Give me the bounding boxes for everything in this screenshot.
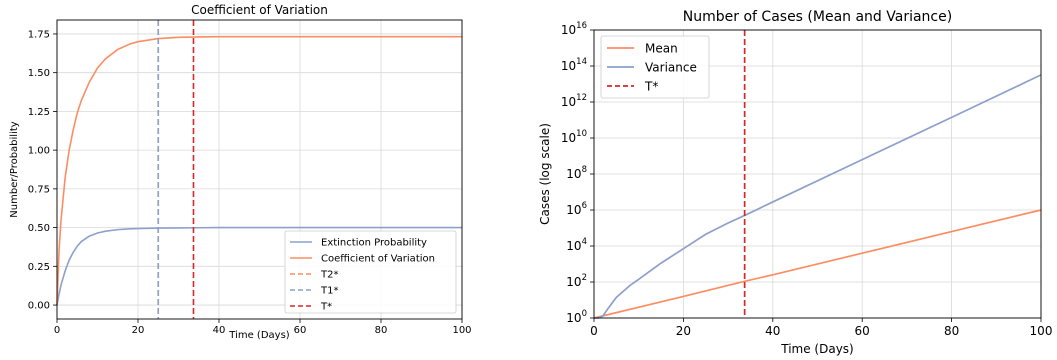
y-tick-label: 1.50	[28, 68, 50, 79]
y-tick-label: 1016	[561, 21, 587, 37]
y-tick-label: 1.00	[28, 146, 50, 157]
y-axis-label: Number/Probability	[9, 121, 20, 217]
chart-title: Number of Cases (Mean and Variance)	[683, 9, 952, 25]
x-tick-label: 60	[855, 324, 870, 338]
y-tick-label: 102	[566, 273, 587, 289]
y-tick-label: 104	[566, 237, 587, 253]
series-line-variance	[594, 74, 1042, 319]
y-tick-label: 106	[566, 201, 587, 217]
x-tick-label: 100	[1030, 324, 1053, 338]
x-tick-label: 80	[375, 325, 388, 336]
legend-label-extinction-probability: Extinction Probability	[321, 238, 427, 249]
x-tick-label: 100	[452, 325, 471, 336]
series-line-coefficient-of-variation	[56, 35, 462, 306]
cases-log-chart: 0 20 40 60 80 100 100 102 104 106 108 1010 1012 1014 1…	[538, 9, 1052, 356]
y-tick-label: 0.50	[28, 223, 50, 234]
legend-label-variance: Variance	[645, 61, 697, 75]
x-tick-label: 40	[213, 325, 226, 336]
y-tick-label: 0.00	[28, 301, 50, 312]
legend-label-coefficient-of-variation: Coefficient of Variation	[321, 254, 435, 265]
y-tick-label: 1014	[561, 57, 587, 73]
legend-label-t2: T2*	[320, 270, 338, 281]
x-tick-label: 0	[590, 324, 598, 338]
legend-label-t: T*	[644, 80, 658, 94]
series-line-extinction-probability	[56, 226, 462, 306]
y-axis-label: Cases (log scale)	[538, 123, 552, 225]
x-tick-label: 0	[54, 325, 60, 336]
y-tick-label: 1010	[561, 129, 587, 145]
x-tick-label: 60	[294, 325, 307, 336]
x-axis-label: Time (Days)	[780, 342, 854, 356]
x-tick-label: 40	[765, 324, 780, 338]
y-tick-label: 0.75	[28, 184, 50, 195]
legend-label-t1: T1*	[320, 286, 338, 297]
legend-box	[600, 35, 710, 99]
y-tick-label: 1.25	[28, 107, 50, 118]
y-tick-label: 0.25	[28, 262, 50, 273]
legend-box	[284, 230, 457, 314]
x-tick-label: 20	[132, 325, 145, 336]
legend-label-mean: Mean	[645, 42, 678, 56]
legend-label-t: T*	[320, 302, 332, 313]
y-tick-label: 108	[566, 165, 587, 181]
x-tick-label: 80	[944, 324, 959, 338]
chart-title: Coefficient of Variation	[191, 3, 328, 17]
y-tick-label: 1012	[561, 93, 587, 109]
y-tick-label: 1.75	[28, 29, 50, 40]
y-tick-label: 100	[566, 309, 587, 325]
series-line-mean	[593, 209, 1042, 319]
plot-frame	[56, 19, 463, 320]
x-tick-label: 20	[676, 324, 691, 338]
x-axis-label: Time (Days)	[228, 330, 290, 341]
coefficient-of-variation-chart: 0 20 40 60 80 100 0.00 0.25 0.50 0.75 1.00 1.25 1.50…	[9, 3, 472, 341]
